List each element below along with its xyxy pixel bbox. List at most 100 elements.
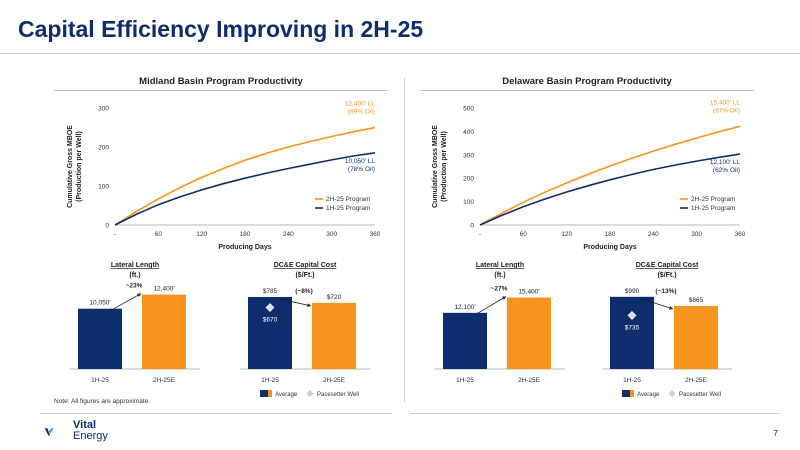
bar-category-label: 2H-25E <box>323 377 346 384</box>
page-title: Capital Efficiency Improving in 2H-25 <box>18 16 424 42</box>
bar-value-label: $865 <box>689 297 704 304</box>
bar-category-label: 1H-25 <box>91 377 109 384</box>
y-tick-label: 200 <box>98 145 109 152</box>
bar-category-label: 2H-25E <box>518 377 541 384</box>
pacesetter-marker <box>265 303 275 312</box>
x-tick-label: - <box>114 231 116 238</box>
bar-1h25 <box>610 296 654 369</box>
company-logo-mark <box>44 428 54 436</box>
legend-label: 2H-25 Program <box>326 196 370 203</box>
bar-2h25e <box>507 297 551 369</box>
legend-label: 1H-25 Program <box>691 205 735 212</box>
footnote: Note: All figures are approximate. <box>54 398 151 405</box>
page-number: 7 <box>773 428 778 438</box>
legend-label: Pacesetter Well <box>679 392 721 398</box>
y-axis-title: Cumulative Gross MBOE (Production per Wel… <box>432 125 448 208</box>
legend-average-swatch-orange <box>630 390 634 397</box>
delaware-productivity-chart: 0 100 200 300 400 500 - 60 120 180 240 300 360 Produc… <box>432 99 746 251</box>
midland-lateral-length-chart: Lateral Length (ft.) 10,050' 1H-25 12,400' 2H… <box>70 262 200 384</box>
x-tick-label: 60 <box>155 231 163 238</box>
y-axis-title: Cumulative Gross MBOE (Production per Wel… <box>67 125 83 208</box>
change-arrow-head <box>502 296 506 300</box>
midland-productivity-chart: 0 100 200 300 - 60 120 180 240 300 360 Producing Da… <box>67 101 381 252</box>
y-tick-label: 500 <box>463 106 474 113</box>
bar-value-label: 12,100' <box>454 304 475 311</box>
legend-label: Pacesetter Well <box>317 392 359 398</box>
bar-value-label: 12,400' <box>153 286 174 293</box>
y-tick-label: 100 <box>98 184 109 191</box>
x-tick-label: 60 <box>520 231 528 238</box>
midland-title-rule <box>54 90 388 91</box>
series-end-label: 12,400' LL <box>345 101 376 108</box>
x-tick-label: - <box>479 231 481 238</box>
change-arrow-line <box>641 298 674 310</box>
y-tick-label: 200 <box>463 176 474 183</box>
delaware-chart-title: Delaware Basin Program Productivity <box>502 76 672 87</box>
y-tick-label: 100 <box>463 199 474 206</box>
pacesetter-value-label: $670 <box>263 317 278 324</box>
change-label: ~23% <box>126 283 143 290</box>
change-label: (~8%) <box>295 288 313 295</box>
delaware-lateral-length-chart: Lateral Length (ft.) 12,100' 1H-25 15,400' 2H… <box>435 262 565 384</box>
bar-category-label: 2H-25E <box>153 377 176 384</box>
x-tick-label: 120 <box>196 231 207 238</box>
delaware-capital-cost-chart: DC&E Capital Cost ($/Ft.) $990 1H-25 $865 2H-… <box>602 262 732 398</box>
x-tick-label: 360 <box>735 231 746 238</box>
change-label: ~27% <box>491 286 508 293</box>
bar-value-label: $720 <box>327 294 342 301</box>
bar-value-label: $990 <box>625 288 640 295</box>
bar-chart-title: Lateral Length <box>476 262 524 269</box>
x-tick-label: 180 <box>240 231 251 238</box>
change-label: (~13%) <box>655 288 676 295</box>
bar-category-label: 1H-25 <box>261 377 279 384</box>
bar-2h25e <box>674 305 718 369</box>
midland-capital-cost-chart: DC&E Capital Cost ($/Ft.) $785 1H-25 $720 2H-… <box>240 262 370 398</box>
logo-line-2: Energy <box>73 430 108 442</box>
title-divider <box>0 53 800 54</box>
bar-1h25 <box>78 308 122 369</box>
bar-chart-subtitle: ($/Ft.) <box>657 272 676 279</box>
panel-divider <box>404 78 405 402</box>
x-tick-label: 180 <box>605 231 616 238</box>
series-line-1h25 <box>114 152 376 226</box>
series-line-1h25 <box>479 153 741 226</box>
pacesetter-value-label: $735 <box>625 324 640 331</box>
series-line-2h25 <box>479 125 741 226</box>
x-tick-label: 240 <box>283 231 294 238</box>
bar-category-label: 1H-25 <box>456 377 474 384</box>
legend-pacesetter-icon <box>306 390 314 397</box>
legend-label: 1H-25 Program <box>326 205 370 212</box>
bar-category-label: 1H-25 <box>623 377 641 384</box>
y-tick-label: 300 <box>463 152 474 159</box>
midland-chart-title: Midland Basin Program Productivity <box>139 76 303 87</box>
footer-divider-right <box>410 413 780 414</box>
x-tick-label: 120 <box>561 231 572 238</box>
x-tick-label: 300 <box>326 231 337 238</box>
change-arrow-head <box>307 303 311 308</box>
x-tick-label: 300 <box>691 231 702 238</box>
x-tick-label: 360 <box>370 231 381 238</box>
y-tick-label: 0 <box>105 223 109 230</box>
series-end-label: (78% Oil) <box>348 166 375 173</box>
legend-label: Average <box>637 392 660 398</box>
x-axis-title: Producing Days <box>583 244 636 251</box>
legend-average-swatch-orange <box>268 390 272 397</box>
legend-average-swatch-navy <box>622 390 630 397</box>
series-end-label: (67% Oil) <box>713 107 740 114</box>
bar-chart-title: DC&E Capital Cost <box>274 262 337 269</box>
bar-value-label: $785 <box>263 288 278 295</box>
series-end-label: (62% Oil) <box>713 167 740 174</box>
change-arrow-line <box>474 296 507 316</box>
x-axis-title: Producing Days <box>218 244 271 251</box>
bar-1h25 <box>443 312 487 369</box>
bar-chart-subtitle: (ft.) <box>494 272 505 279</box>
bar-value-label: 15,400' <box>518 289 539 296</box>
y-tick-label: 400 <box>463 129 474 136</box>
company-logo-text: Vital Energy <box>73 420 108 442</box>
bar-value-label: 10,050' <box>89 300 110 307</box>
series-line-2h25 <box>114 126 376 226</box>
bar-chart-title: DC&E Capital Cost <box>636 262 699 269</box>
bar-chart-title: Lateral Length <box>111 262 159 269</box>
legend-label: 2H-25 Program <box>691 196 735 203</box>
y-tick-label: 300 <box>98 106 109 113</box>
